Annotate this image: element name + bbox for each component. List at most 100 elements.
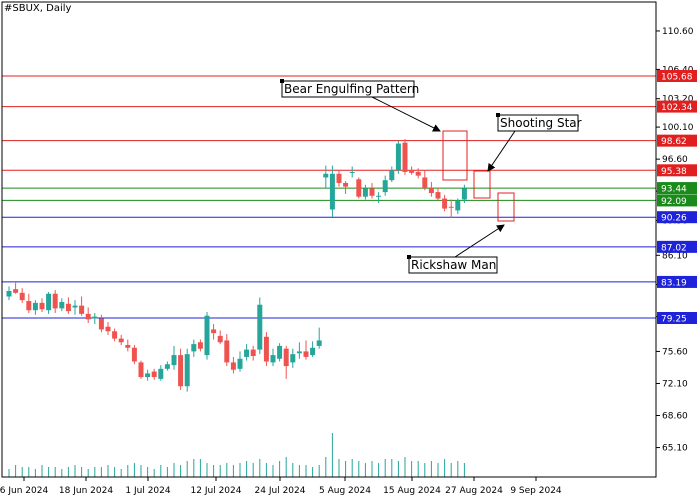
- candle-body: [356, 179, 362, 197]
- x-tick-label: 5 Aug 2024: [319, 486, 371, 496]
- callout-arrow: [454, 224, 505, 258]
- level-label: 105.68: [661, 73, 693, 83]
- candle-body: [145, 373, 151, 378]
- candle: [131, 345, 137, 365]
- level-label-box: [657, 194, 697, 207]
- candle: [349, 166, 355, 178]
- candle: [250, 345, 256, 361]
- candle: [448, 199, 454, 218]
- candle: [138, 360, 144, 379]
- candle-body: [362, 188, 368, 197]
- candle: [382, 175, 388, 196]
- candle-body: [131, 347, 137, 362]
- level-label: 95.38: [661, 167, 687, 177]
- candle-body: [105, 326, 111, 332]
- level-lines: [2, 75, 656, 319]
- candle-body: [184, 354, 190, 387]
- candle-body: [395, 143, 401, 171]
- candle-body: [59, 301, 65, 309]
- candle: [389, 166, 395, 183]
- candle: [303, 340, 309, 360]
- candle-body: [303, 351, 309, 357]
- candle: [428, 182, 434, 197]
- bear-engulfing-label: Bear Engulfing Pattern: [284, 82, 419, 96]
- level-label: 92.09: [661, 197, 687, 207]
- level-label-box: [657, 275, 697, 288]
- candle-body: [197, 342, 203, 349]
- level-label: 87.02: [661, 243, 687, 253]
- y-tick-label: 100.10: [662, 123, 694, 133]
- candle-body: [329, 173, 335, 210]
- candle: [316, 327, 322, 349]
- candle-body: [263, 336, 269, 362]
- level-label-box: [657, 134, 697, 147]
- level-label-box: [657, 240, 697, 253]
- candle-body: [26, 301, 32, 311]
- candle: [217, 330, 223, 345]
- candle-body: [237, 358, 243, 369]
- candle: [455, 198, 461, 215]
- x-tick-label: 12 Jul 2024: [191, 486, 242, 496]
- candle: [112, 328, 118, 342]
- candle: [125, 339, 131, 352]
- x-tick-label: 6 Jun 2024: [0, 486, 48, 496]
- candle-body: [171, 355, 177, 366]
- rickshaw-man-label-box: [408, 256, 498, 274]
- candle-body: [98, 318, 104, 330]
- candle: [336, 170, 342, 187]
- rickshaw-man-label: Rickshaw Man: [411, 258, 496, 272]
- candle: [461, 184, 467, 204]
- candle-body: [461, 188, 467, 200]
- level-label-box: [657, 312, 697, 324]
- candle-body: [32, 302, 38, 311]
- candle-body: [290, 354, 296, 363]
- candle-body: [65, 303, 71, 312]
- level-label-box: [657, 100, 697, 113]
- candle-body: [191, 344, 197, 352]
- candle-body: [270, 355, 276, 363]
- candle-body: [6, 290, 12, 297]
- candle-body: [72, 305, 78, 308]
- candle: [204, 312, 210, 360]
- candle: [224, 334, 230, 367]
- candle-body: [19, 292, 25, 301]
- x-tick-label: 27 Aug 2024: [445, 486, 503, 496]
- bear-engulfing-label-box: [281, 80, 415, 98]
- candle: [244, 344, 250, 361]
- callout-anchor: [280, 79, 284, 83]
- volume-bars: [8, 433, 465, 477]
- candle: [118, 334, 124, 346]
- candle-body: [204, 315, 210, 356]
- candle-body: [244, 349, 250, 357]
- candle: [59, 298, 65, 312]
- bear-engulfing-box: [442, 130, 468, 181]
- candle-body: [310, 347, 316, 356]
- callout-arrow: [371, 96, 441, 132]
- candle-body: [389, 170, 395, 181]
- level-label-box: [657, 70, 697, 82]
- candle: [376, 192, 382, 204]
- candle: [46, 291, 52, 314]
- candle: [442, 194, 448, 212]
- level-label: 93.44: [661, 185, 687, 195]
- level-label-box: [657, 164, 697, 177]
- candle: [283, 345, 289, 379]
- y-tick-label: 68.60: [662, 412, 688, 422]
- candle-body: [428, 187, 434, 194]
- candle: [72, 300, 78, 315]
- candle: [263, 332, 269, 367]
- candle: [270, 348, 276, 367]
- candle: [422, 170, 428, 191]
- candle-body: [422, 177, 428, 188]
- candle-body: [118, 338, 124, 343]
- candle-body: [158, 368, 164, 379]
- shooting-star-label-box: [497, 114, 579, 132]
- candle-body: [79, 305, 85, 314]
- candle-body: [13, 289, 19, 293]
- candle: [435, 187, 441, 201]
- candle-body: [316, 340, 322, 346]
- candle-body: [250, 349, 256, 356]
- level-label: 98.62: [661, 137, 687, 147]
